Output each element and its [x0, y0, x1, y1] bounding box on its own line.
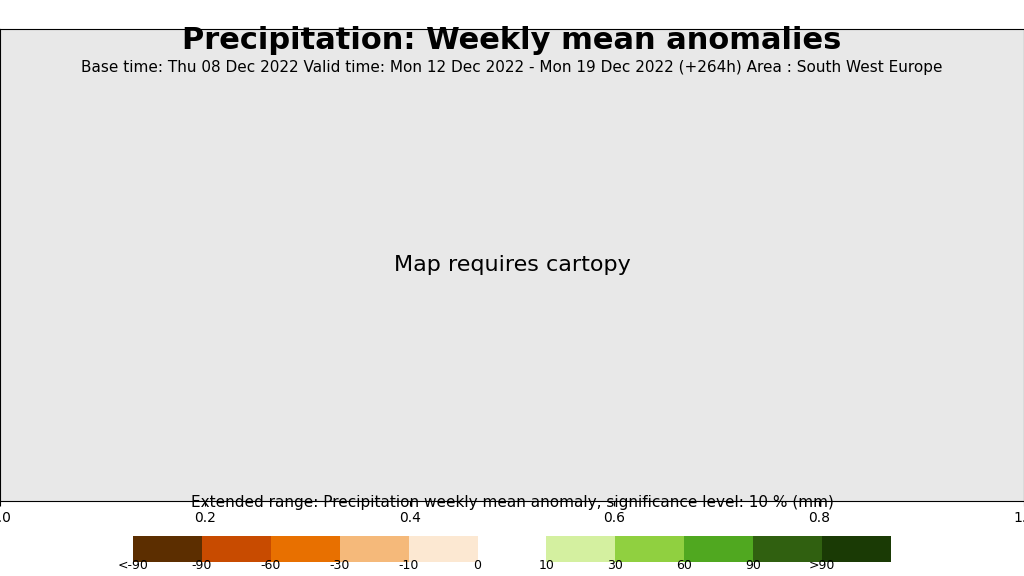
Bar: [753, 536, 822, 562]
Text: >90: >90: [809, 559, 836, 572]
Text: Extended range: Precipitation weekly mean anomaly, significance level: 10 % (mm): Extended range: Precipitation weekly mea…: [190, 495, 834, 510]
Text: -90: -90: [191, 559, 212, 572]
Bar: [547, 536, 615, 562]
Text: Precipitation: Weekly mean anomalies: Precipitation: Weekly mean anomalies: [182, 26, 842, 55]
Text: 0: 0: [473, 559, 481, 572]
Text: -60: -60: [261, 559, 281, 572]
Text: 10: 10: [539, 559, 554, 572]
Bar: [822, 536, 891, 562]
Text: 60: 60: [676, 559, 692, 572]
Bar: [684, 536, 753, 562]
Bar: [409, 536, 477, 562]
Text: Map requires cartopy: Map requires cartopy: [393, 255, 631, 275]
Bar: [133, 536, 202, 562]
Bar: [202, 536, 271, 562]
Text: 30: 30: [607, 559, 624, 572]
Bar: [271, 536, 340, 562]
Text: Base time: Thu 08 Dec 2022 Valid time: Mon 12 Dec 2022 - Mon 19 Dec 2022 (+264h): Base time: Thu 08 Dec 2022 Valid time: M…: [81, 60, 943, 75]
Text: <-90: <-90: [118, 559, 148, 572]
Bar: [340, 536, 409, 562]
Text: -10: -10: [398, 559, 419, 572]
Text: -30: -30: [330, 559, 350, 572]
Bar: [615, 536, 684, 562]
Text: 90: 90: [745, 559, 761, 572]
Bar: [477, 536, 547, 562]
